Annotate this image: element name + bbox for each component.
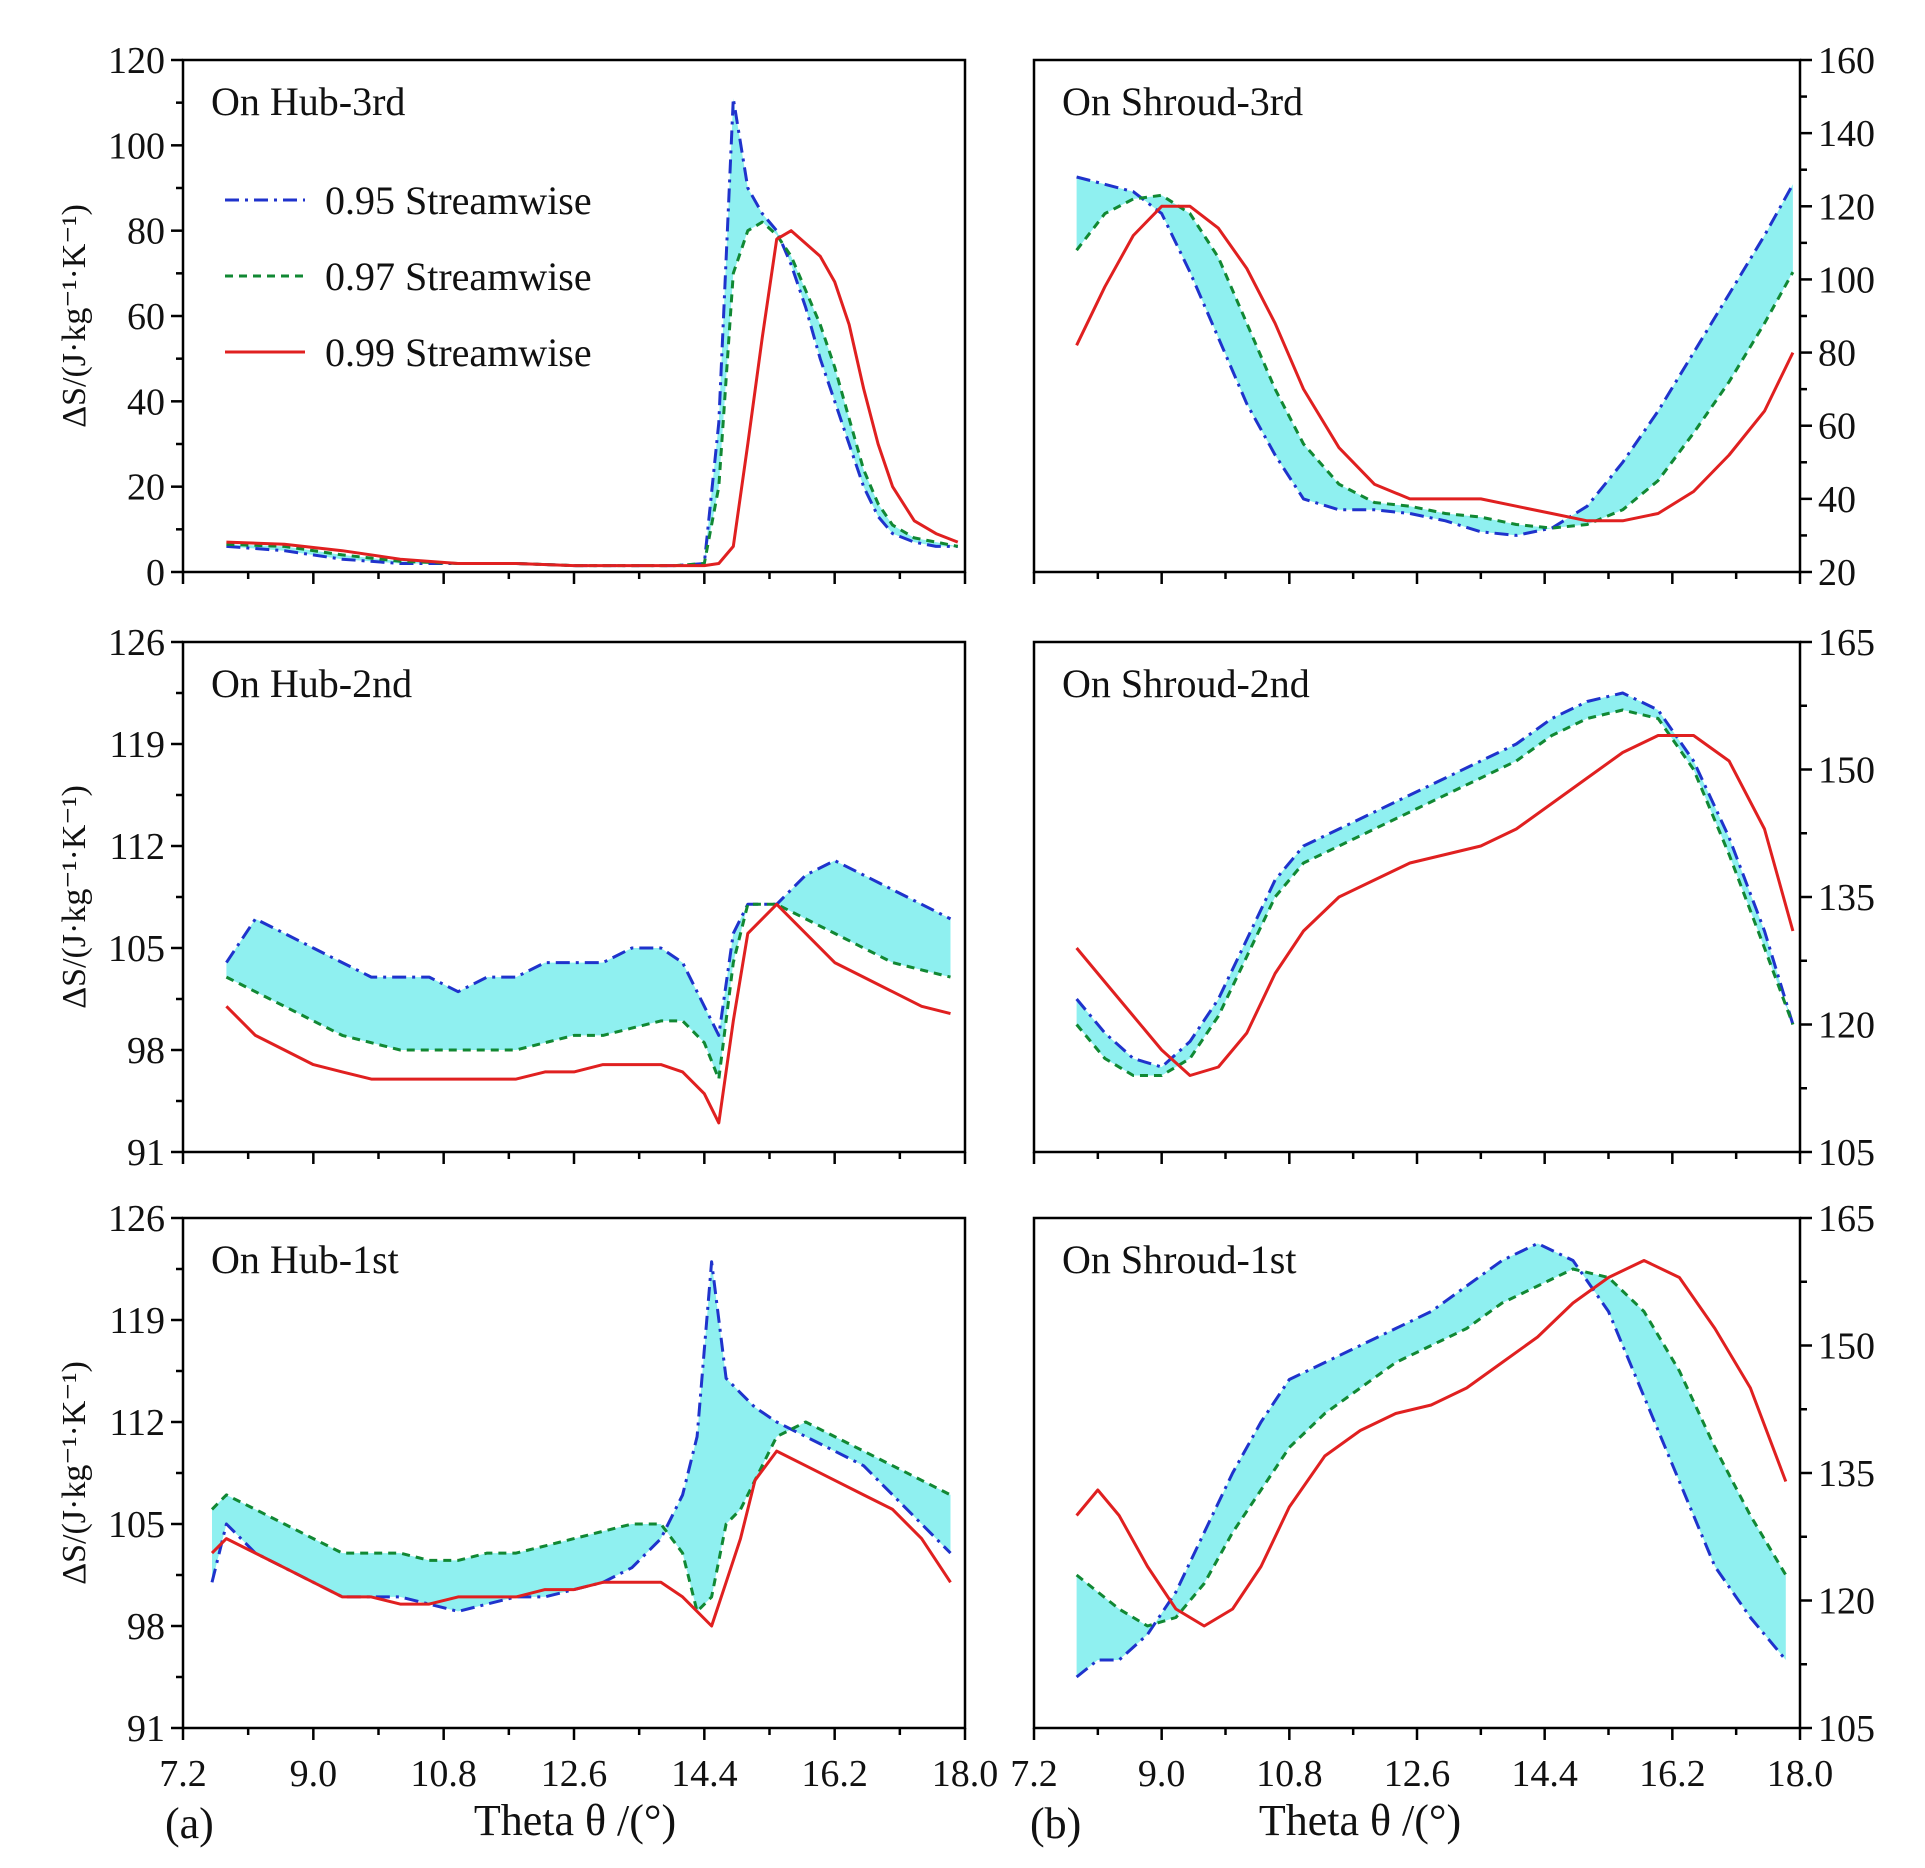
y-tick-label: 80 bbox=[127, 211, 165, 253]
legend-label-0.97: 0.97 Streamwise bbox=[325, 254, 592, 299]
chart-panel-2: 20 40 60 80 100 120 140 160 On Shroud-3rd bbox=[1032, 40, 1875, 594]
x-tick-label: 16.2 bbox=[1639, 1753, 1706, 1795]
chart-panel-3: 91 98 105 112 119 126 On Hub-2nd ΔS/(J·kg⁻¹·K⁻¹… bbox=[56, 622, 967, 1174]
y-tick-label: 119 bbox=[109, 1300, 165, 1342]
y-tick-label: 91 bbox=[127, 1132, 165, 1174]
y-tick-label: 40 bbox=[1818, 479, 1856, 521]
series-line-0.97 bbox=[225, 902, 951, 1081]
x-tick-label: 14.4 bbox=[1511, 1753, 1578, 1795]
x-tick-label: 18.0 bbox=[932, 1753, 999, 1795]
x-tick-label: 12.6 bbox=[541, 1753, 608, 1795]
y-tick-label: 20 bbox=[127, 467, 165, 509]
y-tick-label: 120 bbox=[1818, 1581, 1875, 1623]
x-tick-label: 16.2 bbox=[801, 1753, 868, 1795]
y-tick-label: 112 bbox=[109, 826, 165, 868]
series-line-0.99 bbox=[210, 1449, 952, 1628]
y-tick-label: 126 bbox=[108, 1198, 165, 1240]
y-tick-label: 105 bbox=[108, 928, 165, 970]
panel-title: On Shroud-3rd bbox=[1062, 79, 1303, 124]
y-tick-label: 120 bbox=[108, 40, 165, 82]
series-line-0.99 bbox=[225, 902, 951, 1125]
chart-panel-4: 105 120 135 150 165 On Shroud-2nd bbox=[1032, 622, 1875, 1174]
y-tick-label: 20 bbox=[1818, 552, 1856, 594]
y-tick-label: 120 bbox=[1818, 1005, 1875, 1047]
y-axis-title: ΔS/(J·kg⁻¹·K⁻¹) bbox=[56, 785, 93, 1009]
x-axis-title-b: Theta θ /(°) bbox=[1259, 1796, 1461, 1845]
y-tick-label: 120 bbox=[1818, 186, 1875, 228]
series-line-0.99 bbox=[226, 229, 959, 568]
y-tick-label: 60 bbox=[1818, 406, 1856, 448]
legend-label-0.95: 0.95 Streamwise bbox=[325, 178, 592, 223]
y-tick-label: 165 bbox=[1818, 622, 1875, 664]
y-tick-label: 135 bbox=[1818, 1453, 1875, 1495]
series-line-0.97 bbox=[210, 1420, 952, 1613]
series-line-0.97 bbox=[1075, 708, 1795, 1077]
y-tick-label: 105 bbox=[1818, 1708, 1875, 1750]
chart-panel-5: 7.2 9.0 10.8 12.6 14.4 16.2 18.0 91 98 105 112 119 1… bbox=[56, 1198, 998, 1795]
y-tick-label: 105 bbox=[108, 1504, 165, 1546]
series-line-0.95 bbox=[210, 1260, 952, 1613]
y-tick-label: 119 bbox=[109, 724, 165, 766]
y-tick-label: 0 bbox=[146, 552, 165, 594]
y-tick-label: 150 bbox=[1818, 1326, 1875, 1368]
y-tick-label: 160 bbox=[1818, 40, 1875, 82]
y-axis-title: ΔS/(J·kg⁻¹·K⁻¹) bbox=[56, 1361, 93, 1585]
panel-title: On Shroud-1st bbox=[1062, 1237, 1296, 1282]
y-tick-label: 100 bbox=[108, 125, 165, 167]
plot-frame bbox=[181, 1216, 967, 1730]
x-tick-label: 9.0 bbox=[290, 1753, 338, 1795]
y-tick-label: 98 bbox=[127, 1606, 165, 1648]
x-tick-label: 12.6 bbox=[1384, 1753, 1451, 1795]
y-tick-label: 100 bbox=[1818, 259, 1875, 301]
series-line-0.95 bbox=[225, 859, 952, 1037]
band-fill bbox=[1076, 177, 1793, 536]
panel-title: On Hub-3rd bbox=[211, 79, 405, 124]
y-tick-label: 105 bbox=[1818, 1132, 1875, 1174]
band-fill bbox=[212, 1261, 951, 1612]
panel-label-b: (b) bbox=[1030, 1799, 1081, 1848]
y-tick-label: 60 bbox=[127, 296, 165, 338]
series-line-0.99 bbox=[1075, 734, 1795, 1077]
y-tick-label: 135 bbox=[1818, 877, 1875, 919]
x-tick-label: 14.4 bbox=[671, 1753, 738, 1795]
series-line-0.95 bbox=[1075, 1242, 1787, 1679]
y-tick-label: 80 bbox=[1818, 333, 1856, 375]
series-line-0.95 bbox=[1076, 175, 1795, 537]
chart-panel-1: 0 20 40 60 80 100 120 On Hub-3rd ΔS/(J·kg⁻¹·K⁻¹) bbox=[56, 40, 967, 594]
x-tick-label: 10.8 bbox=[1256, 1753, 1323, 1795]
x-axis-title-a: Theta θ /(°) bbox=[474, 1796, 676, 1845]
y-tick-label: 140 bbox=[1818, 113, 1875, 155]
y-axis-title: ΔS/(J·kg⁻¹·K⁻¹) bbox=[56, 204, 93, 428]
panel-label-a: (a) bbox=[165, 1799, 214, 1848]
legend: 0.95 Streamwise 0.97 Streamwise 0.99 Str… bbox=[225, 178, 592, 375]
series-line-0.99 bbox=[1075, 1259, 1788, 1628]
band-fill bbox=[226, 860, 951, 1080]
panels: 0 20 40 60 80 100 120 On Hub-3rd ΔS/(J·kg⁻¹·K⁻¹)… bbox=[56, 40, 1875, 1795]
panel-title: On Hub-2nd bbox=[211, 661, 412, 706]
y-tick-label: 98 bbox=[127, 1030, 165, 1072]
x-tick-label: 18.0 bbox=[1767, 1753, 1834, 1795]
y-tick-label: 91 bbox=[127, 1708, 165, 1750]
y-tick-label: 40 bbox=[127, 381, 165, 423]
series-line-0.99 bbox=[1075, 204, 1795, 523]
series-line-0.95 bbox=[1075, 691, 1795, 1069]
y-tick-label: 165 bbox=[1818, 1198, 1875, 1240]
legend-label-0.99: 0.99 Streamwise bbox=[325, 330, 592, 375]
x-tick-label: 9.0 bbox=[1138, 1753, 1186, 1795]
y-tick-label: 150 bbox=[1818, 750, 1875, 792]
band-fill bbox=[226, 98, 958, 566]
panel-title: On Shroud-2nd bbox=[1062, 661, 1310, 706]
y-tick-label: 112 bbox=[109, 1402, 165, 1444]
panel-title: On Hub-1st bbox=[211, 1237, 399, 1282]
x-tick-label: 7.2 bbox=[1010, 1753, 1058, 1795]
x-tick-label: 10.8 bbox=[410, 1753, 477, 1795]
y-tick-label: 126 bbox=[108, 622, 165, 664]
x-tick-label: 7.2 bbox=[159, 1753, 207, 1795]
